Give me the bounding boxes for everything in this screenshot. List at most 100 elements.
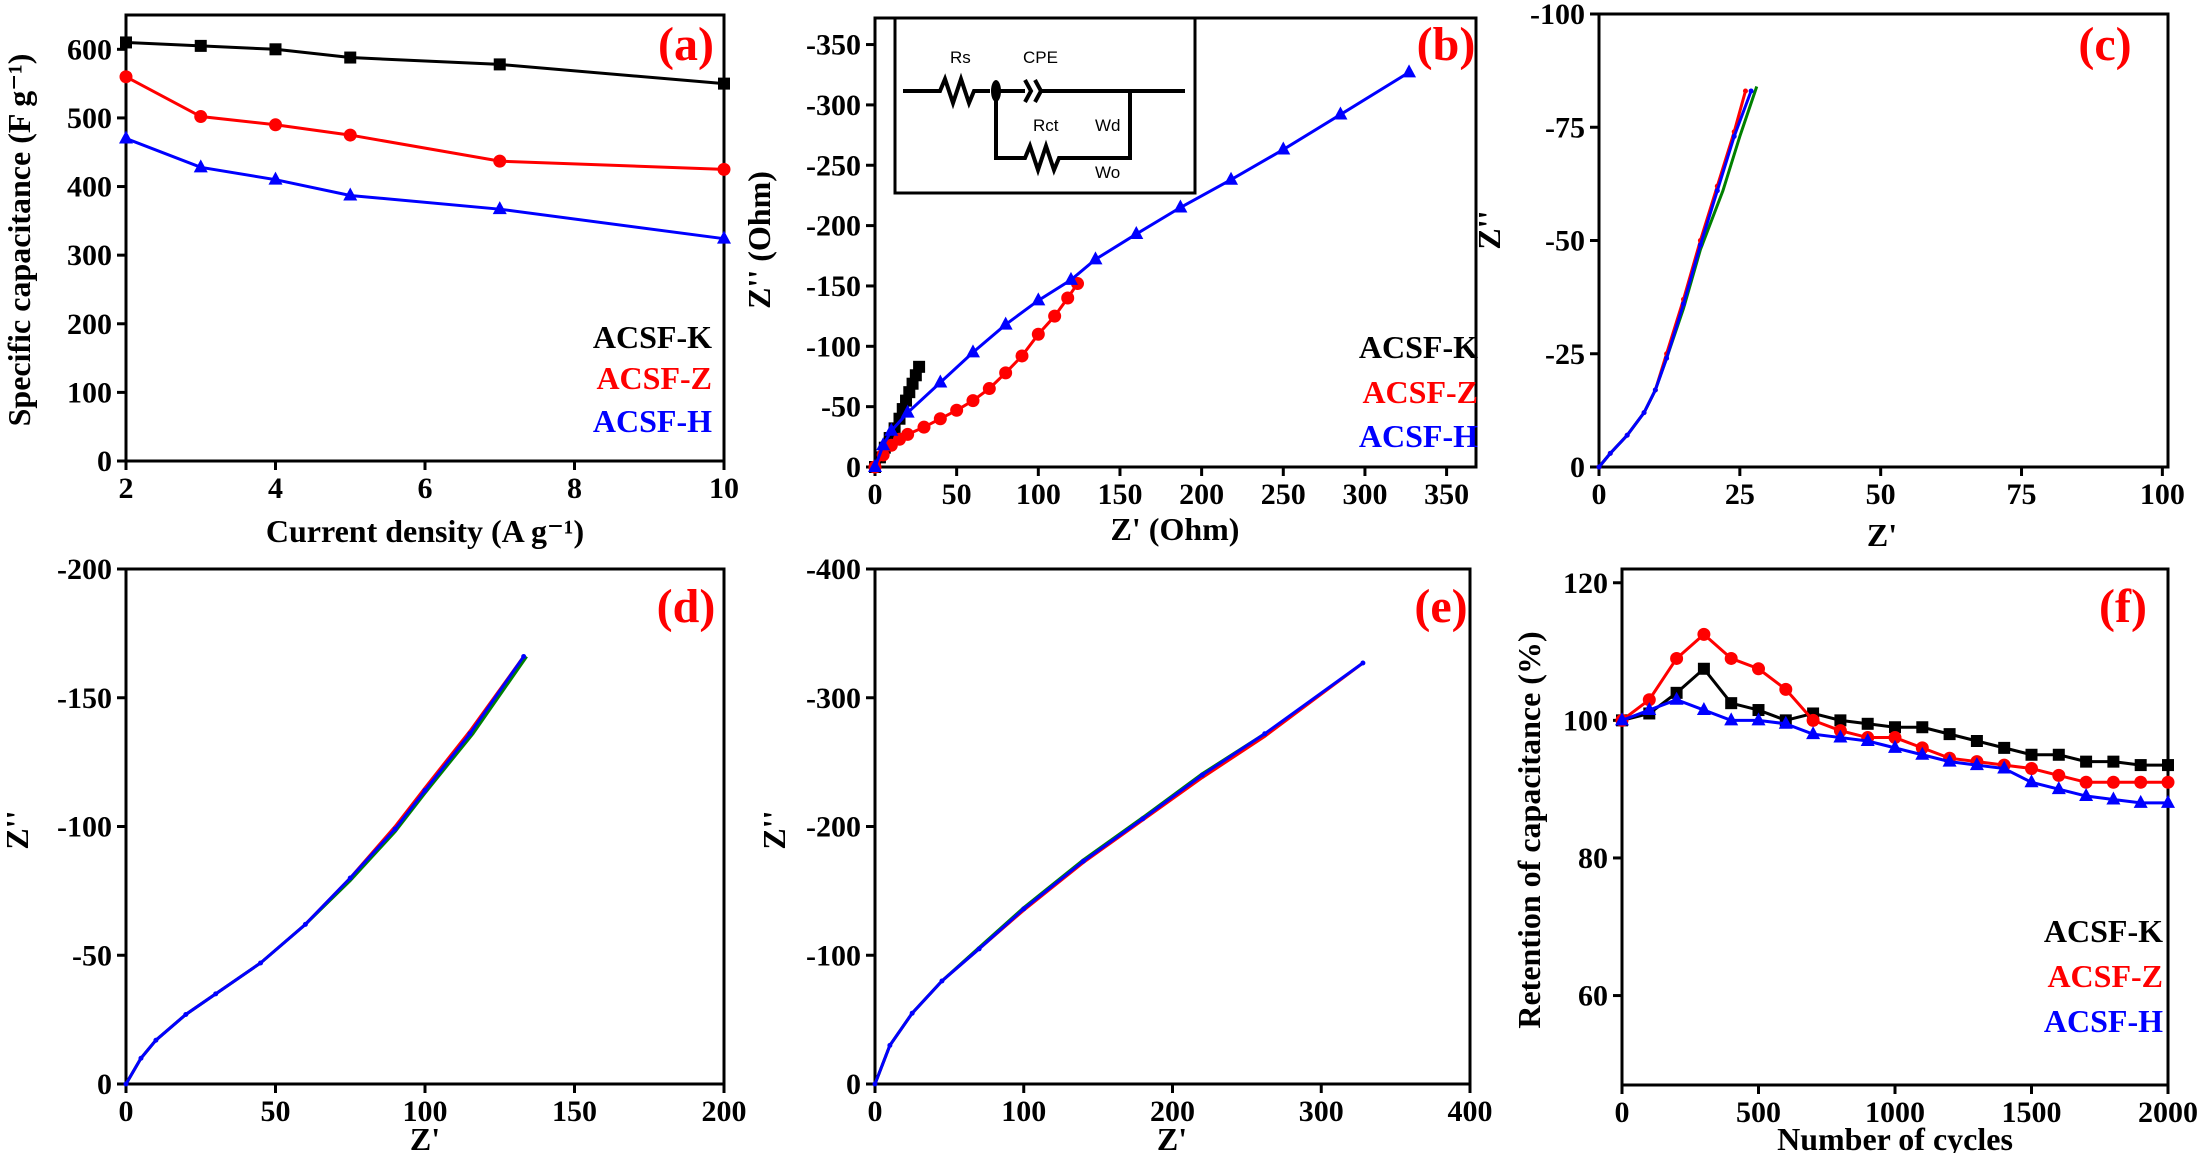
data-point-circle	[1779, 682, 1793, 696]
x-tick-label: 100	[1016, 478, 1061, 511]
y-tick-label: 0	[846, 1068, 861, 1101]
series-line	[873, 71, 1410, 468]
rs-resistor	[903, 72, 990, 110]
data-point-square	[194, 39, 207, 52]
data-point-circle	[982, 382, 996, 396]
legend-entry: ACSF-K	[593, 319, 712, 355]
y-tick-label: -100	[57, 811, 112, 844]
y-tick-label: 500	[67, 102, 112, 135]
data-point-triangle	[193, 159, 208, 173]
x-tick-label: 0	[119, 1095, 134, 1128]
data-point-triangle	[1888, 739, 1902, 753]
x-tick-label: 250	[1261, 478, 1306, 511]
data-point-circle	[2106, 775, 2120, 789]
data-point-dot	[302, 921, 308, 927]
x-tick-label: 2000	[2138, 1096, 2198, 1129]
series-line	[1597, 90, 1747, 468]
data-point-circle	[933, 412, 947, 426]
cpe-element	[996, 79, 1185, 103]
chart-panel-e: 0 100 200 300 400 0 -100 -200 -300 -400 Z' Z'' (e)	[756, 553, 1493, 1153]
plot-frame	[873, 567, 1472, 1086]
y-tick-label: -100	[806, 939, 861, 972]
label-rs: Rs	[950, 48, 971, 67]
series-curve-3	[872, 660, 1366, 1087]
y-axis-label: Z''	[756, 810, 792, 849]
y-tick-label: -50	[821, 391, 861, 424]
data-point-dot	[1681, 301, 1687, 307]
x-tick-label: 500	[1736, 1096, 1781, 1129]
legend-entry: ACSF-K	[1359, 329, 1478, 365]
data-point-triangle	[2106, 791, 2121, 805]
series-line	[873, 732, 1266, 1085]
y-tick-label: 0	[1570, 451, 1585, 484]
data-point-triangle	[1806, 726, 1821, 740]
data-point-triangle	[1063, 271, 1078, 285]
data-point-triangle	[492, 201, 507, 215]
series-line	[873, 661, 1364, 1085]
x-tick-label: 150	[552, 1095, 597, 1128]
data-point-triangle	[2161, 794, 2175, 808]
x-tick-label: 100	[2140, 478, 2185, 511]
series-curve-1	[873, 661, 1364, 1085]
y-tick-label: -100	[1530, 0, 1585, 31]
x-tick-label: 6	[418, 472, 433, 505]
data-point-dot	[1697, 242, 1703, 248]
data-point-circle	[2161, 775, 2175, 789]
panel-label: (a)	[658, 18, 714, 71]
panel-label: (b)	[1417, 18, 1476, 71]
data-point-triangle	[1031, 292, 1046, 306]
y-tick-label: 0	[846, 451, 861, 484]
data-point-triangle	[1129, 226, 1144, 240]
data-point-square	[1970, 735, 1983, 747]
x-tick-label: 200	[1179, 478, 1224, 511]
data-point-square	[2052, 748, 2065, 761]
y-tick-label: -350	[806, 29, 861, 62]
series-ACSF-K	[1616, 662, 2174, 772]
y-tick-label: 600	[67, 33, 112, 66]
data-point-triangle	[1942, 753, 1957, 767]
data-point-dot	[1664, 355, 1670, 361]
data-point-dot	[1748, 88, 1754, 94]
label-wo: Wo	[1095, 163, 1120, 182]
x-tick-label: 0	[868, 1095, 883, 1128]
label-cpe: CPE	[1023, 48, 1058, 67]
chart-panel-f: 0 500 1000 1500 2000 60 80 100 120 Number of cycl…	[1511, 567, 2198, 1153]
series-line	[124, 655, 525, 1085]
series-curve-1	[1596, 88, 1748, 470]
series-ACSF-Z	[868, 277, 1085, 474]
series-ACSF-Z	[1615, 627, 2175, 789]
x-axis-label: Z' (Ohm)	[1111, 511, 1240, 547]
data-point-triangle	[1173, 199, 1188, 213]
data-point-triangle	[868, 459, 882, 472]
data-point-circle	[2079, 775, 2093, 789]
data-point-circle	[1724, 651, 1738, 665]
legend-entry: ACSF-H	[593, 403, 712, 439]
x-tick-label: 50	[1866, 478, 1896, 511]
series-ACSF-H	[1615, 691, 2175, 808]
data-point-circle	[1697, 627, 1711, 641]
data-point-square	[1725, 697, 1738, 710]
data-point-dot	[1080, 858, 1086, 864]
x-tick-label: 0	[868, 478, 883, 511]
legend-entry: ACSF-Z	[2047, 958, 2163, 994]
data-point-dot	[258, 960, 264, 966]
legend-entry: ACSF-H	[2044, 1003, 2163, 1039]
x-tick-label: 25	[1725, 478, 1755, 511]
data-point-circle	[1048, 309, 1062, 323]
x-tick-label: 50	[942, 478, 972, 511]
data-point-circle	[343, 128, 357, 142]
data-point-dot	[1021, 906, 1027, 912]
series-ACSF-H	[868, 64, 1417, 472]
legend-entry: ACSF-K	[2044, 913, 2163, 949]
data-point-dot	[521, 654, 527, 660]
series-curve-2	[124, 655, 528, 1085]
x-axis-label: Z'	[1867, 517, 1897, 553]
y-tick-label: 60	[1578, 980, 1608, 1013]
y-axis-label: Z'' (Ohm)	[741, 171, 777, 309]
data-point-square	[1752, 704, 1765, 717]
data-point-triangle	[1860, 733, 1875, 746]
data-point-dot	[1742, 88, 1748, 94]
y-tick-label: 200	[67, 308, 112, 341]
y-tick-label: -25	[1545, 338, 1585, 371]
